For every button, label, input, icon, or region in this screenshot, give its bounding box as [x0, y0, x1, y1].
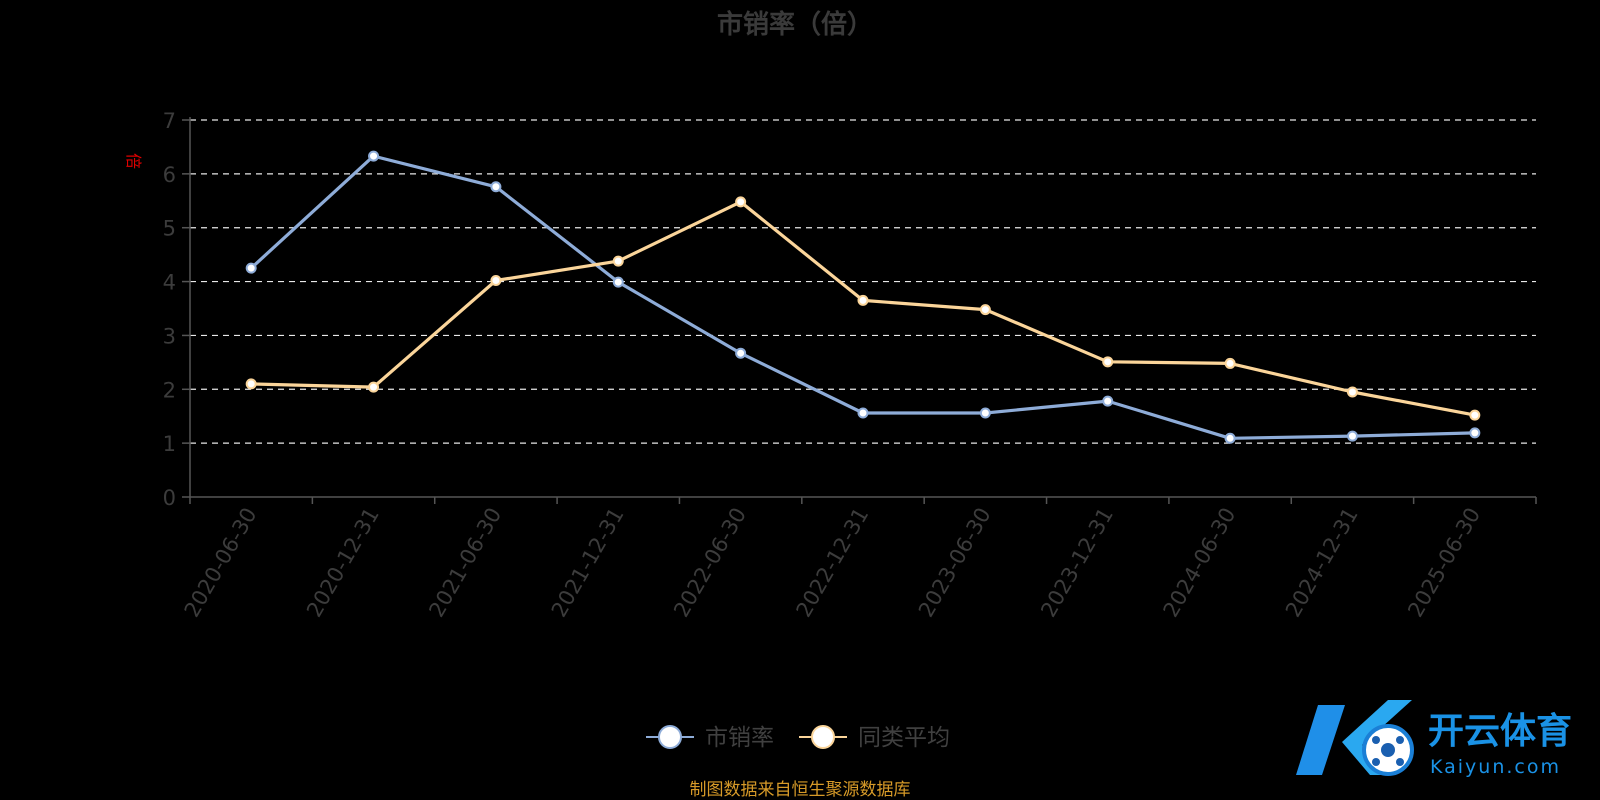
data-point-series-2[interactable]	[612, 255, 624, 267]
legend-item-series-1[interactable]: 市销率	[646, 725, 774, 751]
chart-title: 市销率（倍）	[717, 9, 873, 40]
data-point-series-2[interactable]	[735, 196, 747, 208]
y-tick-label: 2	[163, 378, 176, 402]
legend-marker-series-1	[658, 725, 682, 749]
x-tick-label: 2023-06-30	[914, 504, 996, 622]
legend-item-series-2[interactable]: 同类平均	[799, 725, 950, 751]
data-point-series-1[interactable]	[1469, 427, 1481, 439]
y-tick-label: 0	[163, 486, 176, 510]
data-point-series-2[interactable]	[857, 294, 869, 306]
x-tick-labels: 2020-06-30 2020-12-31 2021-06-30 2021-12-31…	[180, 503, 1485, 621]
grid-lines	[190, 119, 1536, 444]
x-tick-label: 2023-12-31	[1036, 504, 1118, 622]
x-tick-label: 2021-06-30	[424, 503, 506, 621]
data-point-series-2[interactable]	[1102, 356, 1114, 368]
x-tick-label: 2025-06-30	[1403, 504, 1485, 622]
legend-marker-series-2	[811, 725, 835, 749]
x-tick-label: 2024-12-31	[1281, 504, 1363, 622]
brand-watermark: 开云体育 Kaiyun.com	[1296, 700, 1572, 778]
series-lines	[245, 150, 1481, 444]
brand-name-en: Kaiyun.com	[1430, 756, 1561, 778]
y-tick-label: 4	[163, 271, 176, 295]
data-point-series-2[interactable]	[979, 304, 991, 316]
y-tick-label: 5	[163, 217, 176, 241]
x-tick-label: 2024-06-30	[1159, 504, 1241, 622]
data-point-series-2[interactable]	[245, 378, 257, 390]
legend-label-series-1: 市销率	[705, 725, 774, 751]
x-tick-label: 2020-12-31	[302, 504, 384, 622]
data-point-series-2[interactable]	[1346, 386, 1358, 398]
y-tick-label: 6	[163, 163, 176, 187]
data-point-series-1[interactable]	[368, 150, 380, 162]
data-point-series-2[interactable]	[368, 381, 380, 393]
x-tick-label: 2022-12-31	[792, 504, 874, 622]
x-tick-label: 2020-06-30	[180, 504, 262, 622]
brand-logo-icon	[1296, 700, 1414, 776]
data-point-series-1[interactable]	[1102, 395, 1114, 407]
data-point-series-1[interactable]	[857, 407, 869, 419]
data-point-series-2[interactable]	[1224, 357, 1236, 369]
y-tick-labels: 0 1 2 3 4 5 6 7	[163, 109, 176, 510]
data-point-series-1[interactable]	[490, 181, 502, 193]
y-tick-label: 3	[163, 324, 176, 348]
data-point-series-1[interactable]	[979, 407, 991, 419]
y-tick-label: 1	[163, 432, 176, 456]
data-point-series-1[interactable]	[612, 276, 624, 288]
data-point-series-2[interactable]	[490, 274, 502, 286]
y-tick-label: 7	[163, 109, 176, 133]
series-line-2	[251, 200, 1476, 417]
data-point-series-1[interactable]	[1224, 432, 1236, 444]
data-point-series-1[interactable]	[735, 347, 747, 359]
data-point-series-1[interactable]	[1346, 430, 1358, 442]
brand-name-cn: 开云体育	[1428, 711, 1572, 752]
data-point-series-1[interactable]	[245, 262, 257, 274]
legend-label-series-2: 同类平均	[858, 725, 950, 751]
legend[interactable]: 市销率 同类平均	[646, 725, 950, 751]
axes	[182, 117, 1537, 504]
source-note: 制图数据来自恒生聚源数据库	[690, 780, 911, 800]
x-tick-label: 2021-12-31	[547, 504, 629, 622]
data-point-series-2[interactable]	[1469, 409, 1481, 421]
x-tick-label: 2022-06-30	[669, 504, 751, 622]
y-axis-label: 倍	[124, 153, 143, 169]
